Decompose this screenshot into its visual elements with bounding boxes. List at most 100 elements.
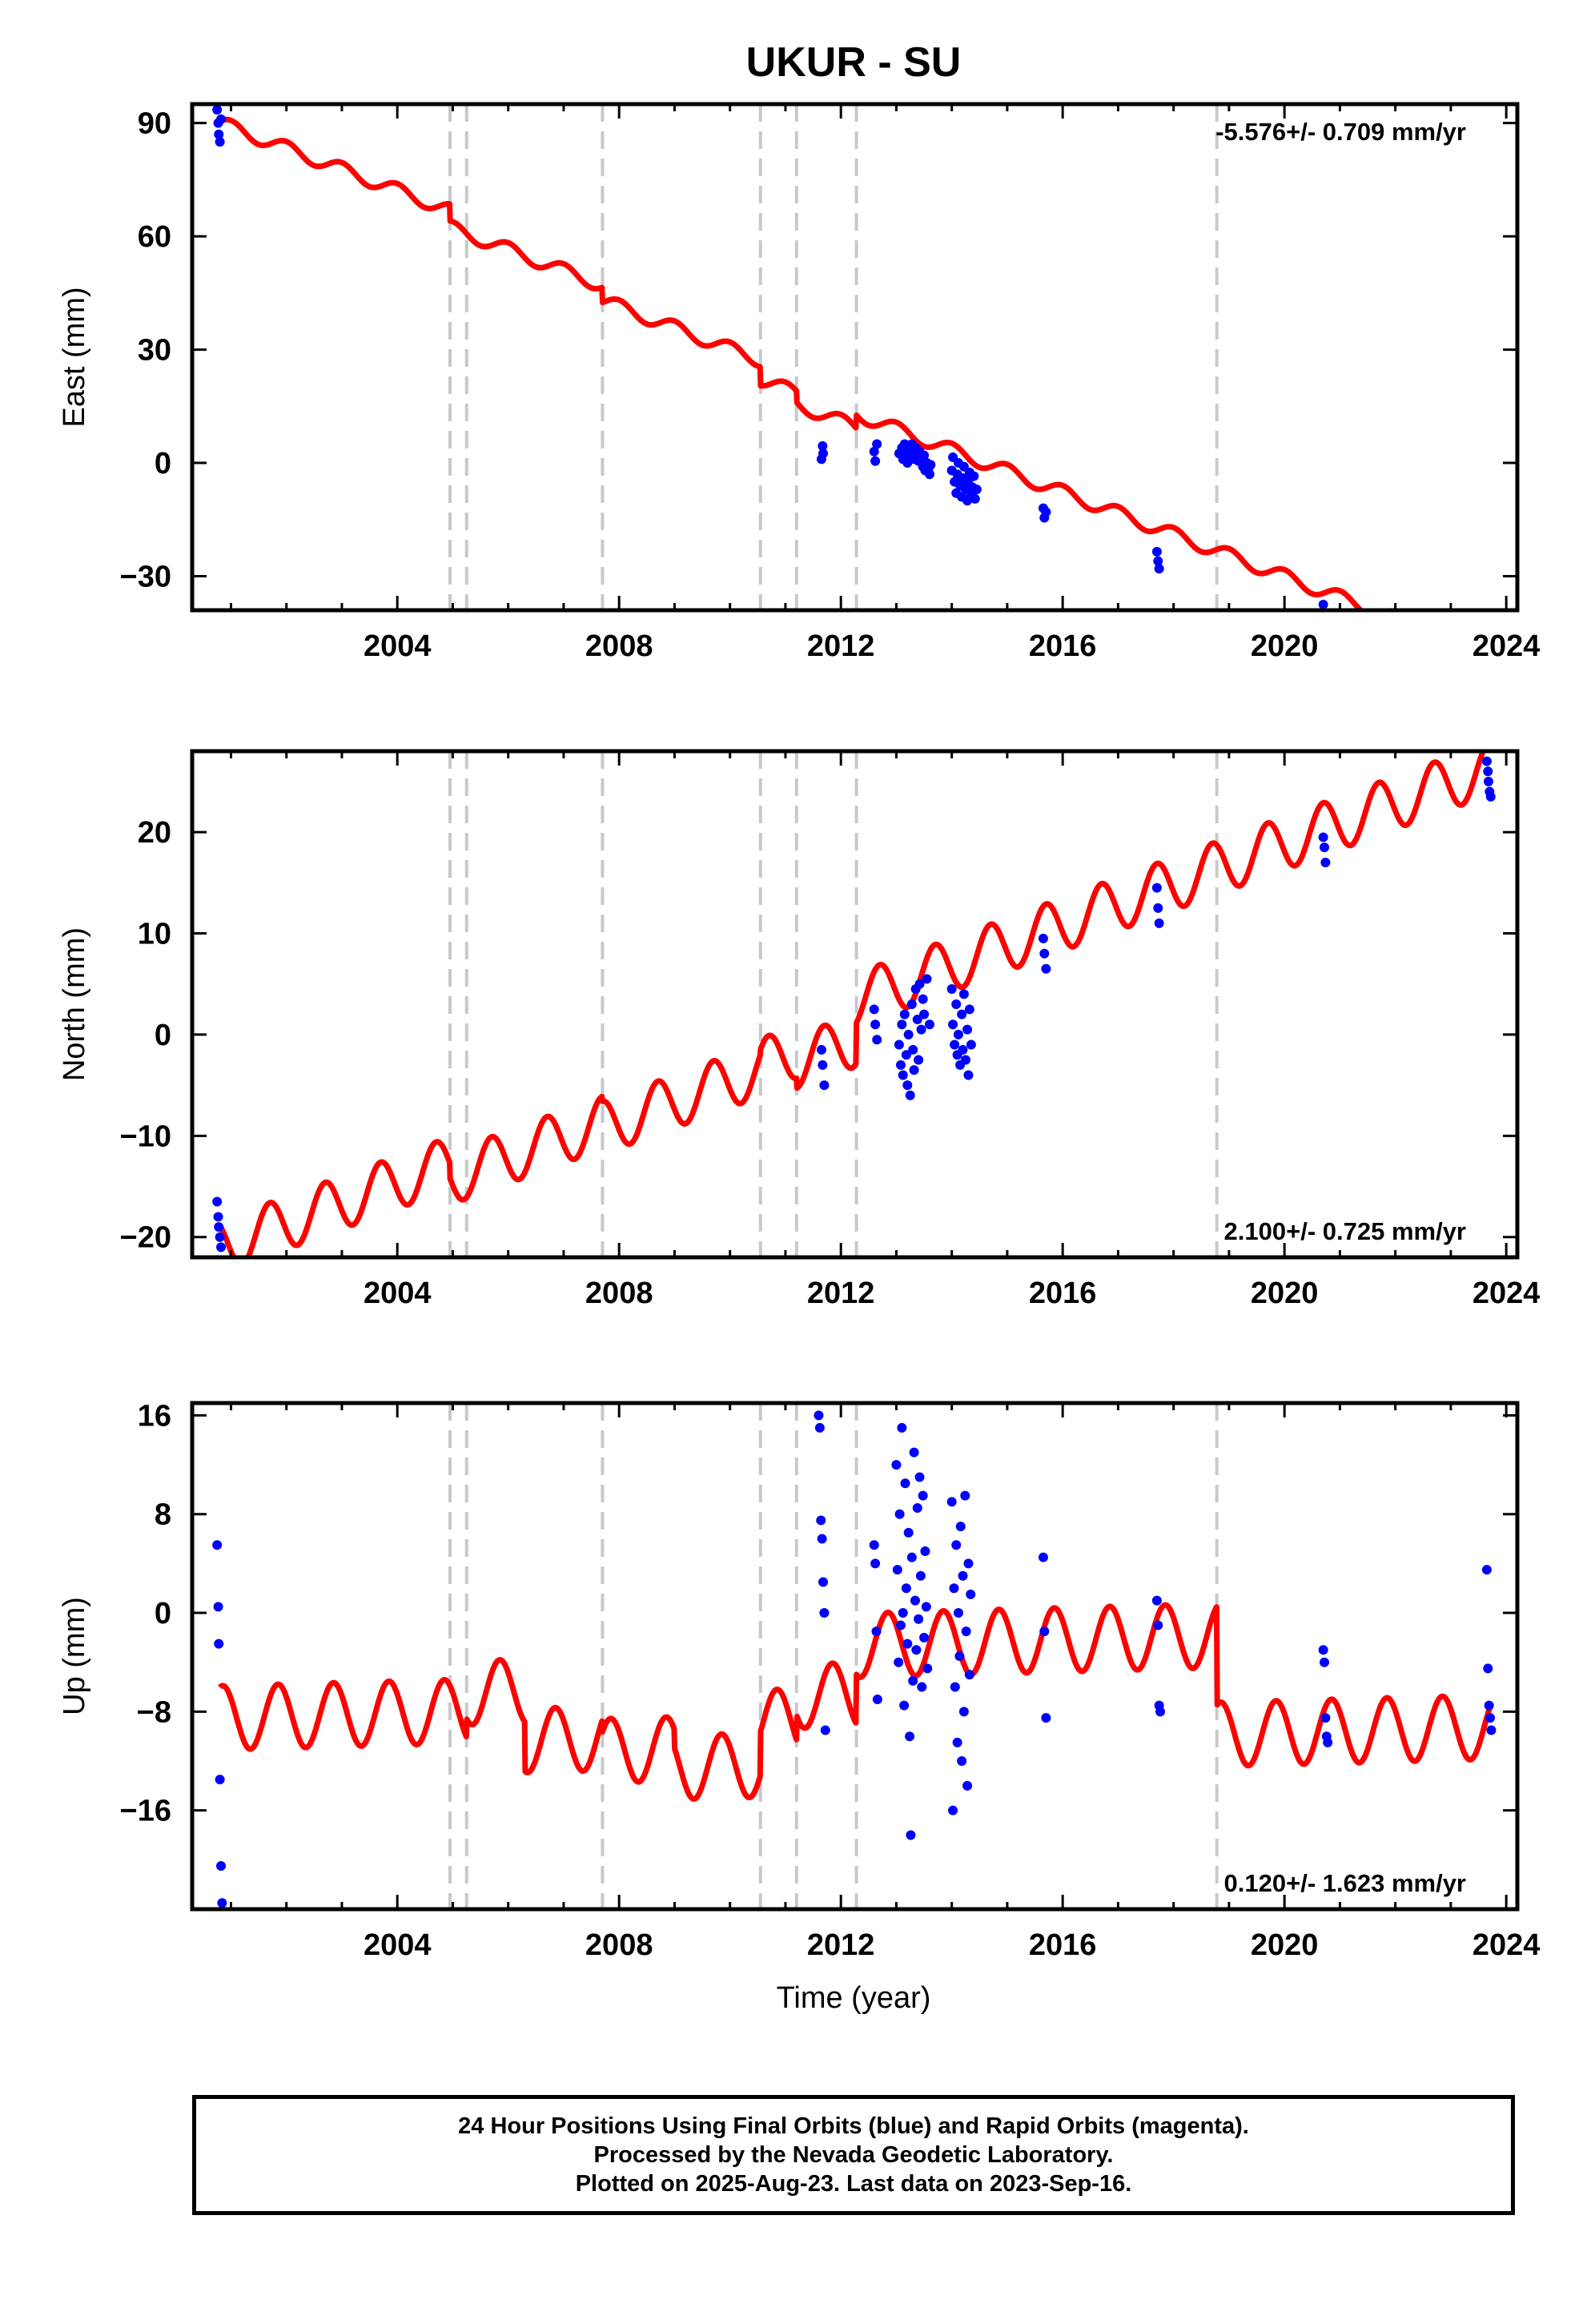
data-point <box>215 137 225 147</box>
data-point <box>922 1663 933 1674</box>
data-point <box>921 1602 931 1612</box>
x-tick-label: 2012 <box>807 1277 875 1310</box>
data-point <box>1154 918 1164 928</box>
data-point <box>948 1805 958 1815</box>
data-point <box>899 1009 910 1019</box>
y-tick-label: −16 <box>120 1795 171 1828</box>
data-point <box>869 1540 879 1550</box>
data-point <box>926 460 936 470</box>
data-point <box>948 1019 958 1030</box>
data-point <box>963 1558 974 1569</box>
data-point <box>957 1756 967 1767</box>
data-point <box>964 1004 974 1015</box>
plot-frame <box>190 102 1520 613</box>
data-point <box>898 1070 908 1080</box>
north-panel: 2004 2008 2012 2016 2020 2024 −20 −10 0 10 20 North… <box>58 749 1541 1310</box>
data-point <box>908 1675 918 1686</box>
data-point <box>1153 903 1163 913</box>
data-point <box>1320 1713 1331 1723</box>
data-point <box>1481 1565 1492 1575</box>
data-point <box>814 1410 824 1421</box>
data-point <box>870 1558 881 1569</box>
data-point <box>1485 1713 1496 1723</box>
data-point <box>897 1019 907 1030</box>
y-axis-label: Up (mm) <box>58 1597 91 1715</box>
data-point <box>914 1055 924 1065</box>
data-point <box>909 1065 919 1076</box>
data-point <box>891 1460 902 1470</box>
chart-title: UKUR - SU <box>746 39 962 86</box>
x-tick-label: 2020 <box>1251 629 1319 663</box>
data-point <box>960 1055 970 1065</box>
data-point <box>215 1232 225 1242</box>
data-point <box>916 1024 926 1035</box>
x-tick-label: 2004 <box>364 1277 432 1310</box>
data-point <box>212 1540 223 1550</box>
x-tick-label: 2012 <box>807 1928 875 1962</box>
data-point <box>213 1212 223 1222</box>
data-point <box>962 1024 973 1035</box>
x-tick-label: 2004 <box>364 1928 432 1962</box>
data-point <box>213 1602 223 1612</box>
data-point <box>954 1651 965 1661</box>
data-point <box>924 469 934 480</box>
plot-frame <box>190 1401 1520 1912</box>
data-point <box>1038 933 1048 943</box>
y-tick-label: 60 <box>138 220 171 254</box>
x-tick-label: 2024 <box>1472 629 1541 663</box>
data-point <box>216 1861 227 1872</box>
data-point <box>816 1044 826 1055</box>
data-point <box>818 448 829 459</box>
data-point <box>1039 948 1050 959</box>
data-point <box>915 1570 926 1581</box>
model-curve <box>217 751 1487 1257</box>
data-point <box>964 1670 974 1680</box>
rate-label: 2.100+/- 0.725 mm/yr <box>1224 1217 1466 1245</box>
data-point <box>212 1196 223 1207</box>
model-curve <box>217 116 1399 610</box>
x-tick-label: 2016 <box>1029 1277 1097 1310</box>
data-point <box>946 1497 957 1507</box>
x-tick-label: 2024 <box>1472 1277 1541 1310</box>
data-point <box>1318 832 1328 842</box>
data-point <box>1039 1626 1050 1637</box>
data-point <box>950 1039 960 1050</box>
data-point <box>908 1044 918 1055</box>
data-point <box>1153 1620 1163 1630</box>
data-point <box>920 1546 930 1556</box>
x-tick-label: 2020 <box>1251 1277 1319 1310</box>
data-point <box>1320 842 1330 853</box>
y-tick-label: 0 <box>155 1019 171 1052</box>
data-point <box>962 1780 973 1791</box>
data-point <box>914 1614 924 1624</box>
data-point <box>1151 546 1162 557</box>
model-curve <box>217 1602 1493 1802</box>
data-point <box>1483 776 1493 786</box>
data-point <box>1483 766 1493 777</box>
data-point <box>1041 1713 1051 1723</box>
data-point <box>899 1700 910 1711</box>
data-point <box>963 1070 974 1080</box>
y-tick-label: 0 <box>155 447 171 480</box>
data-point <box>870 456 881 466</box>
data-point <box>819 1080 830 1091</box>
y-tick-label: 20 <box>138 816 171 850</box>
data-point <box>906 1830 916 1840</box>
data-point <box>898 1608 908 1618</box>
data-point <box>1038 1552 1048 1562</box>
data-point <box>971 485 982 495</box>
data-point <box>958 1570 968 1581</box>
plot-area <box>212 104 1399 625</box>
data-point <box>901 1050 911 1060</box>
data-point <box>1320 615 1330 625</box>
data-point <box>906 1552 917 1562</box>
plot-area <box>212 1403 1497 1909</box>
data-point <box>903 1527 914 1538</box>
data-point <box>910 1595 920 1606</box>
data-point <box>912 1503 922 1514</box>
data-point <box>1320 1657 1330 1667</box>
data-point <box>895 1620 906 1630</box>
data-point <box>1318 599 1328 609</box>
data-point <box>919 1632 930 1642</box>
